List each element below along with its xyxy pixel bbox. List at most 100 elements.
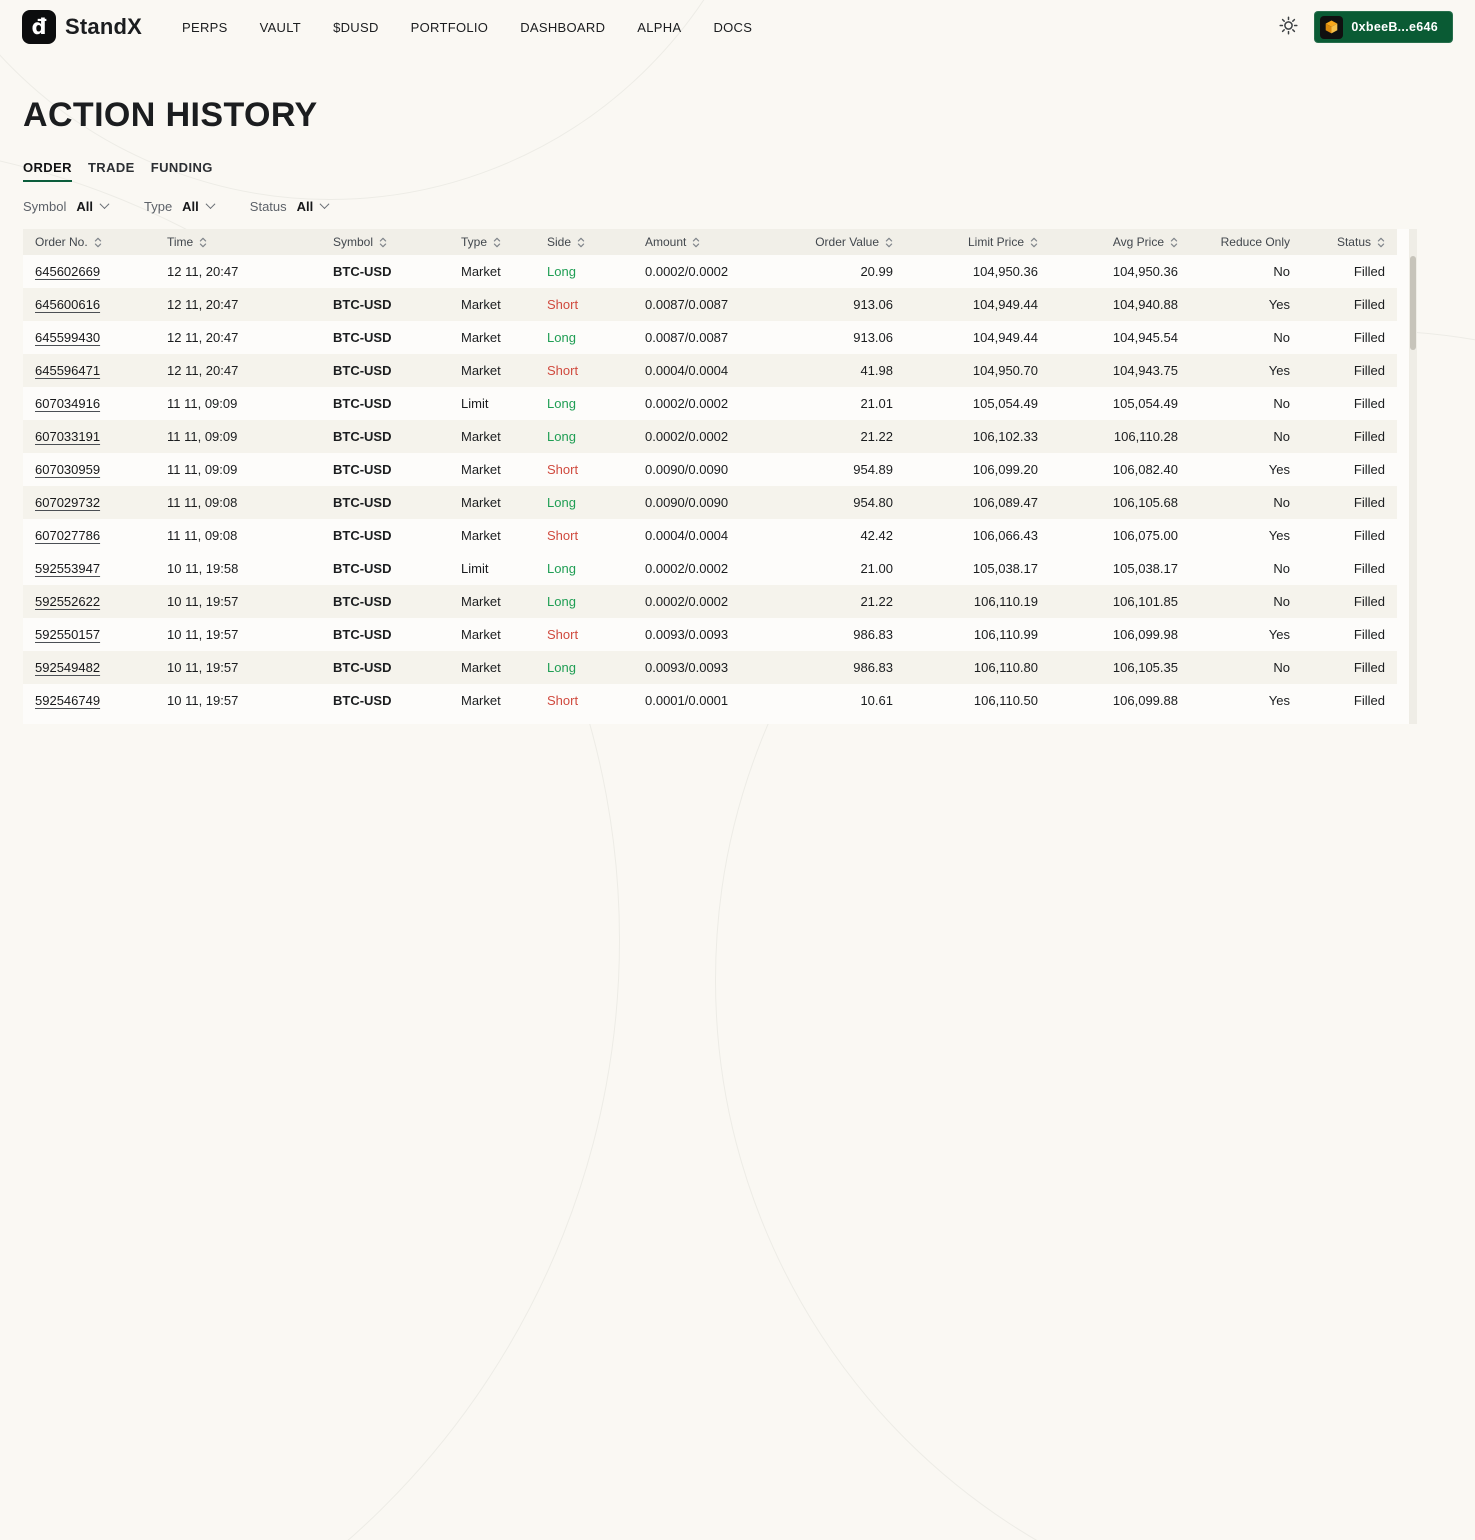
order-number-link[interactable]: 592550157 <box>35 627 101 642</box>
wallet-address: 0xbeeB...e646 <box>1351 20 1438 34</box>
cell-order-no: 645602669 <box>23 255 155 288</box>
cell-time: 10 11, 19:57 <box>155 651 321 684</box>
nav-item-dusd[interactable]: $DUSD <box>333 19 379 35</box>
cell-side: Long <box>535 387 633 420</box>
cell-side: Long <box>535 255 633 288</box>
tab-funding[interactable]: FUNDING <box>151 160 213 182</box>
order-number-link[interactable]: 592552622 <box>35 594 101 609</box>
order-number-link[interactable]: 645599430 <box>35 330 101 345</box>
page: đ StandX PERPS VAULT $DUSD PORTFOLIO DASHBOA… <box>0 0 1475 724</box>
order-number-link[interactable]: 607027786 <box>35 528 101 543</box>
order-number-link[interactable]: 645596471 <box>35 363 101 378</box>
cell-amount: 0.0090/0.0090 <box>633 453 765 486</box>
table-scrollbar-track[interactable] <box>1409 229 1417 724</box>
cell-amount: 0.0002/0.0002 <box>633 420 765 453</box>
order-number-link[interactable]: 607029732 <box>35 495 101 510</box>
table-row: 592553947 10 11, 19:58 BTC-USD Limit Lon… <box>23 552 1397 585</box>
chevron-down-icon <box>99 198 110 209</box>
cell-amount: 0.0093/0.0093 <box>633 651 765 684</box>
order-number-link[interactable]: 645600616 <box>35 297 101 312</box>
tab-trade[interactable]: TRADE <box>88 160 135 182</box>
column-header-avg-price[interactable]: Avg Price <box>1050 229 1190 255</box>
cell-limit-price: 104,949.44 <box>905 321 1050 354</box>
table-row: 645600616 12 11, 20:47 BTC-USD Market Sh… <box>23 288 1397 321</box>
column-header-time[interactable]: Time <box>155 229 321 255</box>
column-header-order-no[interactable]: Order No. <box>23 229 155 255</box>
cell-limit-price: 106,110.50 <box>905 684 1050 717</box>
order-history-table-container: Order No. Time Symbol <box>23 229 1417 724</box>
cell-amount: 0.0001/0.0001 <box>633 717 765 724</box>
standx-logo-icon[interactable]: đ <box>22 10 56 44</box>
cell-order-no: 607027786 <box>23 519 155 552</box>
column-header-reduce-only[interactable]: Reduce Only <box>1190 229 1302 255</box>
column-header-limit-price[interactable]: Limit Price <box>905 229 1050 255</box>
column-header-side[interactable]: Side <box>535 229 633 255</box>
top-navigation: đ StandX PERPS VAULT $DUSD PORTFOLIO DASHBOA… <box>0 0 1475 54</box>
column-header-symbol[interactable]: Symbol <box>321 229 449 255</box>
nav-item-docs[interactable]: DOCS <box>713 19 753 35</box>
brand-name[interactable]: StandX <box>65 14 142 39</box>
nav-item-dashboard[interactable]: DASHBOARD <box>520 19 606 35</box>
nav-item-perps[interactable]: PERPS <box>182 19 228 35</box>
table-row: 592546749 10 11, 19:57 BTC-USD Market Sh… <box>23 684 1397 717</box>
cell-symbol: BTC-USD <box>321 552 449 585</box>
nav-menu: PERPS VAULT $DUSD PORTFOLIO DASHBOARD ALPHA DO… <box>182 20 752 35</box>
cell-limit-price: 106,089.47 <box>905 486 1050 519</box>
nav-item-portfolio[interactable]: PORTFOLIO <box>410 19 489 35</box>
sort-icon <box>94 237 102 248</box>
order-number-link[interactable]: 607034916 <box>35 396 101 411</box>
status-filter-dropdown[interactable]: All <box>297 198 330 214</box>
cell-order-value: 954.80 <box>765 486 905 519</box>
theme-toggle-button[interactable] <box>1279 16 1298 38</box>
order-number-link[interactable]: 607033191 <box>35 429 101 444</box>
table-scrollbar-thumb[interactable] <box>1410 256 1416 350</box>
table-body: 645602669 12 11, 20:47 BTC-USD Market Lo… <box>23 255 1397 724</box>
cell-order-value: 10.60 <box>765 717 905 724</box>
column-header-amount[interactable]: Amount <box>633 229 765 255</box>
order-number-link[interactable]: 592553947 <box>35 561 101 576</box>
cell-time: 11 11, 09:09 <box>155 387 321 420</box>
type-filter-dropdown[interactable]: All <box>182 198 216 214</box>
cell-reduce-only: No <box>1190 255 1302 288</box>
cell-symbol: BTC-USD <box>321 354 449 387</box>
column-header-status[interactable]: Status <box>1302 229 1397 255</box>
cell-time: 12 11, 20:47 <box>155 255 321 288</box>
cell-avg-price: 106,105.68 <box>1050 486 1190 519</box>
cell-amount: 0.0087/0.0087 <box>633 321 765 354</box>
cell-order-no: 592549482 <box>23 651 155 684</box>
cell-avg-price: 104,945.54 <box>1050 321 1190 354</box>
cell-order-value: 21.22 <box>765 585 905 618</box>
cell-time: 10 11, 19:57 <box>155 684 321 717</box>
cell-order-no: 607034916 <box>23 387 155 420</box>
order-number-link[interactable]: 607030959 <box>35 462 101 477</box>
cell-side: Long <box>535 585 633 618</box>
cell-avg-price: 106,101.85 <box>1050 585 1190 618</box>
cell-avg-price: 106,105.12 <box>1050 717 1190 724</box>
tab-order[interactable]: ORDER <box>23 160 72 182</box>
cell-amount: 0.0004/0.0004 <box>633 354 765 387</box>
filter-label: Status <box>249 199 287 214</box>
cell-order-value: 41.98 <box>765 354 905 387</box>
cell-time: 10 11, 19:56 <box>155 717 321 724</box>
nav-item-vault[interactable]: VAULT <box>259 19 302 35</box>
table-row: 592552622 10 11, 19:57 BTC-USD Market Lo… <box>23 585 1397 618</box>
nav-item-alpha[interactable]: ALPHA <box>637 19 682 35</box>
cell-type: Market <box>449 651 535 684</box>
page-title: ACTION HISTORY <box>23 96 318 134</box>
column-header-order-value[interactable]: Order Value <box>765 229 905 255</box>
cell-avg-price: 106,105.35 <box>1050 651 1190 684</box>
order-number-link[interactable]: 645602669 <box>35 264 101 279</box>
cell-side: Long <box>535 486 633 519</box>
cell-status: Filled <box>1302 519 1397 552</box>
symbol-filter-dropdown[interactable]: All <box>76 198 110 214</box>
cell-reduce-only: No <box>1190 585 1302 618</box>
cell-avg-price: 106,075.00 <box>1050 519 1190 552</box>
order-number-link[interactable]: 592549482 <box>35 660 101 675</box>
cell-amount: 0.0093/0.0093 <box>633 618 765 651</box>
order-number-link[interactable]: 592546749 <box>35 693 101 708</box>
column-header-type[interactable]: Type <box>449 229 535 255</box>
cell-side: Long <box>535 420 633 453</box>
cell-side: Long <box>535 651 633 684</box>
wallet-button[interactable]: 0xbeeB...e646 <box>1314 11 1453 43</box>
cell-type: Market <box>449 519 535 552</box>
